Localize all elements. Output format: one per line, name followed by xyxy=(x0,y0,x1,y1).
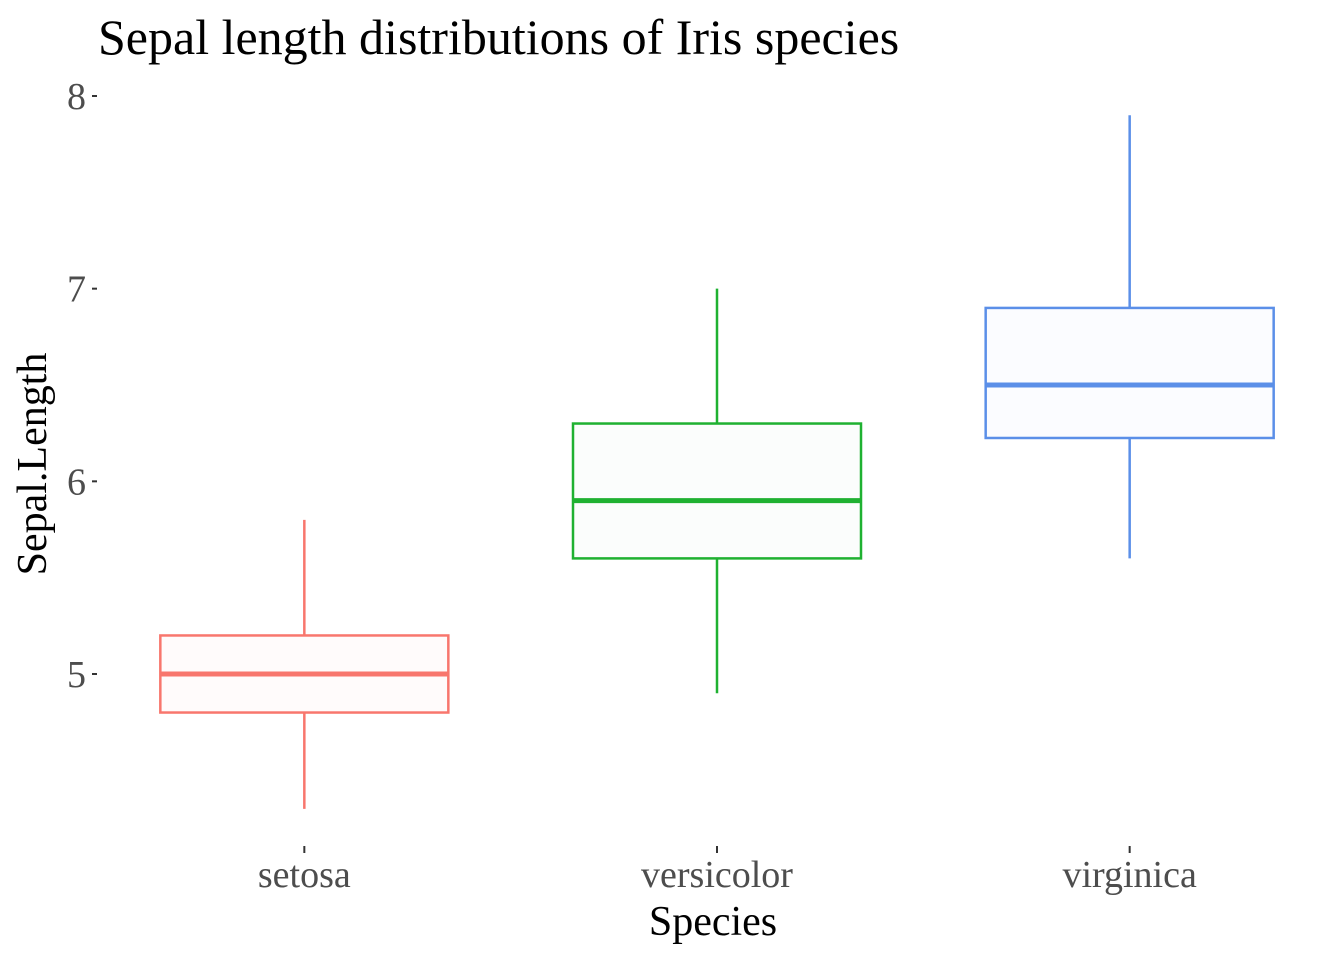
x-tick-label: versicolor xyxy=(641,854,793,896)
box-setosa xyxy=(159,519,450,809)
x-axis-title: Species xyxy=(649,899,777,945)
y-tick-label: 7 xyxy=(67,269,86,311)
iqr-box xyxy=(571,422,863,560)
y-axis: 5 6 7 8 xyxy=(67,76,97,696)
y-axis-title: Sepal.Length xyxy=(10,353,56,576)
box-versicolor xyxy=(571,288,863,694)
x-axis: setosa versicolor virginica xyxy=(258,846,1197,896)
box-virginica xyxy=(984,115,1275,559)
y-tick-label: 6 xyxy=(67,461,86,503)
y-tick-label: 5 xyxy=(67,654,86,696)
chart-title: Sepal length distributions of Iris speci… xyxy=(98,9,899,65)
iqr-box xyxy=(984,306,1275,440)
boxes-group xyxy=(159,115,1275,809)
x-tick-label: setosa xyxy=(258,854,351,896)
y-tick-label: 8 xyxy=(67,76,86,118)
x-tick-label: virginica xyxy=(1062,854,1197,896)
